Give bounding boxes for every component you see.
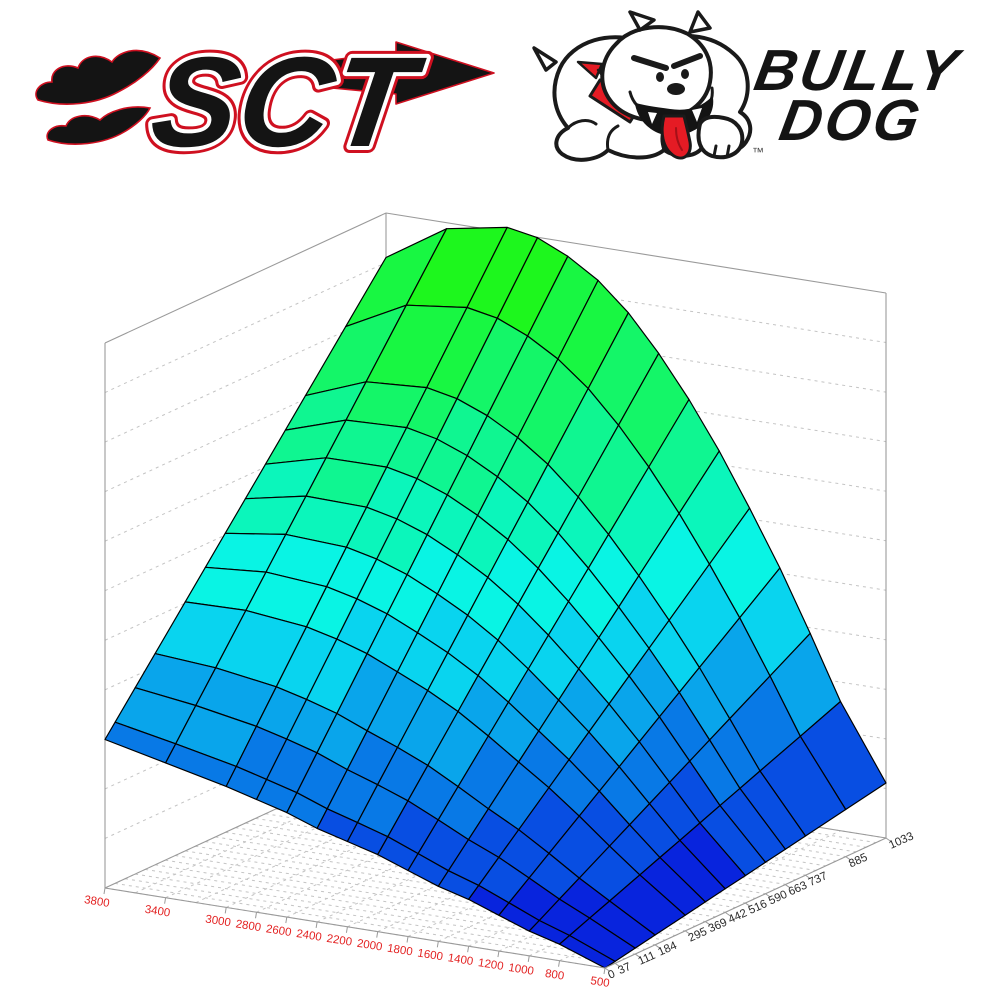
gridline [124, 878, 626, 960]
x-tick-mark [255, 912, 258, 919]
x-tick-mark [497, 950, 500, 958]
y-tick-mark [684, 930, 691, 935]
x-tick-label: 2200 [326, 933, 353, 949]
bully-dog-logo: BULLY DOG ™ [532, 10, 967, 162]
sct-flame-top-icon [35, 49, 162, 105]
sct-logo-text-outline-white: SCT [144, 32, 431, 174]
x-tick-mark [164, 897, 167, 904]
y-tick-label: 37 [616, 961, 633, 977]
axis-line [104, 887, 606, 969]
surface-mesh-cell [558, 934, 616, 969]
trademark-symbol: ™ [752, 145, 764, 159]
x-tick-mark [527, 955, 530, 962]
gridline [104, 361, 387, 493]
y-tick-mark [724, 911, 731, 917]
x-tick-mark [436, 941, 439, 948]
x-tick-mark [103, 887, 106, 895]
x-tick-label: 3000 [204, 914, 231, 930]
y-tick-mark [765, 893, 771, 898]
x-tick-label: 2400 [295, 928, 322, 944]
x-tick-label: 1000 [507, 962, 534, 978]
y-tick-mark [845, 856, 852, 861]
x-tick-mark [558, 960, 561, 967]
gridline [104, 311, 387, 443]
sct-flame-bottom-icon [46, 106, 152, 145]
y-tick-mark [654, 944, 661, 949]
x-tick-label: 1600 [417, 947, 444, 963]
x-tick-mark [406, 936, 409, 943]
gridline [104, 410, 387, 542]
y-tick-mark [785, 884, 791, 889]
y-tick-mark [885, 837, 892, 842]
x-tick-label: 1400 [447, 952, 474, 968]
y-tick-mark [805, 874, 811, 880]
x-tick-label: 3400 [144, 904, 171, 920]
y-tick-mark [614, 962, 621, 968]
axis-line [385, 212, 887, 294]
x-tick-mark [345, 926, 348, 933]
bulldog-mascot-icon [532, 10, 753, 162]
x-tick-label: 1200 [477, 957, 504, 973]
x-tick-mark [603, 967, 606, 975]
x-tick-mark [285, 917, 288, 924]
sct-arrow-icon [331, 41, 495, 105]
y-tick-mark [705, 921, 711, 926]
rpm-load-surface-chart: 3800 3400 3000 2800 2600 2400 2200 2000 1800 1600… [83, 212, 916, 990]
gridline [104, 262, 387, 393]
x-tick-mark [467, 946, 470, 953]
axis-line [104, 212, 387, 344]
sct-logo-text-outline-red: SCT [144, 32, 431, 174]
sct-logo: SCT SCT SCT [35, 25, 495, 181]
x-tick-label: 2000 [356, 938, 383, 954]
x-tick-label: 2800 [235, 918, 262, 934]
y-tick-label: 1033 [887, 830, 915, 851]
x-tick-mark [315, 921, 318, 929]
y-tick-label: 0 [606, 968, 617, 982]
sct-logo-text: SCT [144, 32, 431, 174]
y-tick-mark [745, 902, 751, 907]
x-tick-label: 3800 [83, 894, 110, 910]
x-tick-label: 1800 [386, 943, 413, 959]
x-tick-mark [224, 907, 227, 914]
bully-dog-text-line2: DOG [775, 88, 927, 153]
bully-dog-text-line1: BULLY [750, 38, 967, 103]
x-tick-mark [376, 931, 379, 938]
x-tick-label: 2600 [265, 923, 292, 939]
gridline [165, 767, 447, 899]
gridline [114, 882, 616, 964]
y-tick-mark [604, 967, 611, 972]
x-tick-label: 500 [590, 975, 611, 990]
x-tick-label: 800 [544, 968, 565, 983]
y-tick-mark [634, 953, 641, 958]
